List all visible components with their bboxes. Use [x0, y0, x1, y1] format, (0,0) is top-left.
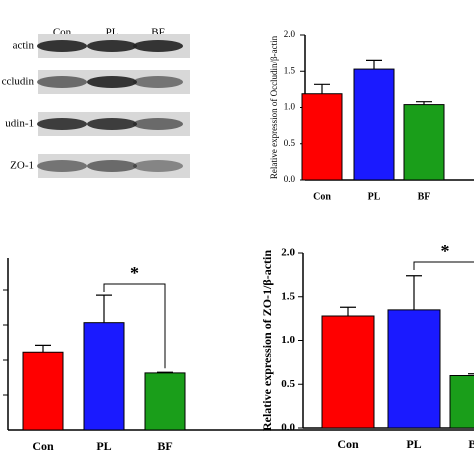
band — [37, 160, 87, 172]
band — [87, 118, 137, 130]
significance-bracket — [103, 283, 166, 369]
x-tick-label: Con — [337, 437, 359, 451]
band — [133, 76, 183, 88]
band — [37, 40, 87, 52]
x-tick-label: PL — [96, 439, 111, 453]
error-bar — [366, 59, 382, 70]
row-label: udin-1 — [5, 118, 34, 130]
significance-label: * — [130, 263, 139, 283]
band — [37, 118, 87, 130]
x-tick-label: BF — [418, 191, 431, 202]
y-tick-label: 1.0 — [281, 334, 295, 346]
bar — [387, 309, 441, 429]
error-bar — [157, 371, 173, 373]
band — [133, 40, 183, 52]
y-tick-label: 1.0 — [284, 102, 296, 112]
error-bar — [468, 373, 474, 375]
error-bar — [314, 83, 330, 94]
error-bar — [416, 101, 432, 105]
band — [87, 40, 137, 52]
band — [87, 76, 137, 88]
error-bar — [340, 306, 356, 316]
x-tick-label: PL — [368, 191, 381, 202]
x-tick-label: BF — [468, 437, 474, 451]
bar — [449, 375, 474, 429]
x-tick-label: Con — [32, 439, 54, 453]
bar — [22, 351, 64, 431]
row-label: actin — [13, 40, 35, 52]
significance-label: * — [441, 241, 450, 261]
x-tick-label: PL — [406, 437, 421, 451]
y-axis-label: Relative expression of ZO-1/β-actin — [260, 250, 274, 431]
bar — [353, 68, 395, 181]
x-tick-label: BF — [157, 439, 172, 453]
y-tick-label: 1.5 — [281, 290, 295, 302]
y-tick-label: 0.5 — [281, 378, 295, 390]
band — [87, 160, 137, 172]
y-tick-label: 0.0 — [284, 174, 296, 184]
x-tick-label: Con — [313, 191, 331, 202]
bar — [83, 322, 125, 431]
significance-bracket — [413, 261, 474, 270]
bar — [403, 104, 445, 181]
error-bar — [406, 275, 422, 310]
y-tick-label: 0.0 — [281, 422, 295, 434]
row-label: ZO-1 — [10, 160, 34, 172]
error-bar — [35, 344, 51, 353]
band — [133, 118, 183, 130]
y-tick-label: 0.5 — [284, 138, 296, 148]
bar — [144, 372, 186, 431]
bar — [321, 315, 375, 429]
y-tick-label: 2.0 — [281, 247, 295, 259]
band — [133, 160, 183, 172]
band — [37, 76, 87, 88]
y-tick-label: 2.0 — [284, 29, 296, 39]
y-tick-label: 1.5 — [284, 65, 296, 75]
y-axis-label: Relative expression of Occludin/β-actin — [269, 35, 279, 179]
bar — [301, 93, 343, 181]
row-label: ccludin — [2, 76, 35, 88]
error-bar — [96, 294, 112, 323]
